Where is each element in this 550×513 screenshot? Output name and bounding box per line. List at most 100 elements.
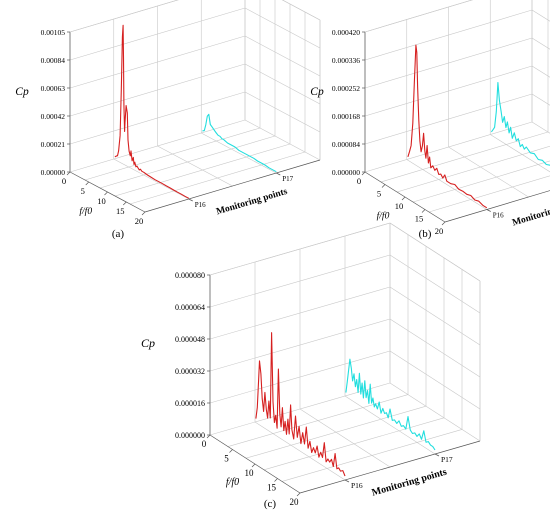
- panel-a-floor-gridline: [113, 158, 189, 200]
- panel-c-z-tick-label: 0.000064: [175, 303, 205, 312]
- panel-c-x-tick: [274, 478, 278, 482]
- panel-a-backwall-gridline: [244, 63, 321, 105]
- panel-a-x-tick-label: 0: [62, 176, 66, 186]
- panel-c-series-line-p17: [345, 358, 436, 451]
- panel-b-backwall-gridline: [532, 0, 550, 32]
- panel-b-z-tick-label: 0.000420: [332, 28, 360, 37]
- panel-b-y-tick: [486, 209, 491, 212]
- panel-a-series-line-p17: [202, 113, 277, 173]
- panel-b-x-tick-label: 20: [435, 226, 444, 236]
- panel-a-series-line-p16: [114, 24, 190, 199]
- panel-b-floor-gridline: [428, 175, 550, 213]
- panel-c-z-tick-label: 0.000080: [175, 271, 205, 280]
- panel-b-x-tick: [381, 184, 386, 188]
- panel-c-y-tick: [434, 453, 440, 457]
- panel-c-floor-gridline: [344, 395, 436, 455]
- panel-a-z-tick-label: 0.00042: [41, 112, 66, 121]
- panel-c-x-tick-label: 0: [202, 439, 207, 449]
- panel-c-x-tick: [296, 492, 301, 497]
- panel-c-series-line-p16: [255, 332, 346, 477]
- panel-c-x-tick: [229, 449, 233, 453]
- panel-c-x-axis-label: f/f0: [226, 477, 239, 488]
- panel-b-series-line-p16: [407, 44, 488, 209]
- panel-b-x-tick: [421, 209, 426, 213]
- panel-c-x-tick-label: 10: [245, 468, 255, 478]
- panel-c-backwall-gridline: [389, 318, 481, 378]
- panel-a-backwall-gridline: [244, 91, 321, 133]
- panel-b-x-axis-label: f/f0: [377, 211, 390, 222]
- panel-c-y-tick-label: P17: [441, 455, 453, 464]
- panel-a-y-axis: [144, 159, 321, 213]
- panel-b-y-axis: [444, 190, 550, 223]
- panel-c-x-tick-label: 5: [224, 454, 229, 464]
- panel-b-backwall-gridline: [531, 37, 550, 50]
- panel-a-x-axis-label: f/f0: [79, 206, 92, 217]
- panel-a-backwall-gridline: [244, 35, 321, 77]
- panel-b-x-tick-label: 0: [357, 176, 361, 186]
- panel-b-x-tick-label: 15: [415, 214, 424, 224]
- panel-b-chart: 0.000000 0.000084 0.000168 0.000252 0.000336…: [310, 0, 550, 236]
- panel-b-floor-gridline: [406, 159, 487, 210]
- panel-a-y-axis-label: Monitoring points: [215, 187, 289, 218]
- panel-a-x-tick-label: 5: [81, 186, 85, 196]
- panel-b-x-tick-label: 10: [395, 201, 404, 211]
- panel-b-floor-gridline: [396, 145, 550, 193]
- panel-c-backwall-gridline: [389, 382, 481, 442]
- panel-c-x-tick-label: 15: [267, 483, 277, 493]
- panel-c-y-tick: [344, 479, 350, 483]
- panel-b-floor-gridline: [490, 134, 550, 173]
- panel-b-floor-gridline: [412, 160, 550, 203]
- panel-a-box-edge: [281, 0, 321, 21]
- panel-a-x-tick-label: 10: [97, 196, 106, 206]
- panel-c-floor-gridline: [299, 408, 391, 468]
- panel-c-box-edge: [389, 222, 481, 282]
- panel-c-floor-gridline: [254, 421, 346, 481]
- panel-a-x-tick-label: 20: [135, 216, 144, 226]
- panel-a-y-tick: [188, 198, 193, 202]
- panel-a-x-tick: [104, 191, 108, 196]
- panel-c-z-tick-label: 0.000000: [175, 431, 205, 440]
- panel-a-floor-gridline: [201, 132, 277, 174]
- panel-a-floor-gridline: [157, 145, 233, 187]
- panel-c-backwall-gridline: [389, 254, 481, 314]
- panel-b-z-tick-label: 0.000336: [332, 56, 360, 65]
- panel-a-y-tick-label: P16: [195, 201, 206, 209]
- panel-c-z-tick-label: 0.000048: [175, 335, 205, 344]
- panel-a-chart: 0.00000 0.00021 0.00042 0.00063 0.00084 0.001…: [15, 0, 321, 226]
- panel-c-chart: 0.000000 0.000016 0.000032 0.000048 0.000064…: [141, 222, 481, 507]
- panel-b-x-tick: [361, 171, 366, 176]
- panel-a-x-tick: [85, 181, 89, 186]
- panel-c-x-tick: [206, 434, 211, 439]
- panel-a-x-tick: [66, 171, 71, 176]
- panel-a-z-tick-label: 0.00000: [41, 168, 66, 177]
- panel-c-box-edge: [209, 222, 391, 276]
- panel-b-backwall-gridline: [531, 93, 550, 106]
- panel-a-backwall-gridline: [244, 7, 321, 49]
- panel-a-z-tick-label: 0.00105: [41, 28, 66, 37]
- panel-a-backwall-gridline: [281, 0, 321, 21]
- panel-c-backwall-gridline: [389, 286, 481, 346]
- panel-a-x-tick-label: 15: [116, 206, 125, 216]
- panel-b-backwall-gridline: [531, 9, 550, 22]
- panel-a-y-tick: [276, 172, 281, 176]
- panel-c-y-axis: [299, 440, 481, 494]
- panel-a-backwall-gridline: [244, 119, 321, 161]
- panel-b-label: (b): [419, 228, 432, 240]
- panel-b-floor-gridline: [448, 146, 529, 198]
- panel-c-label: (c): [264, 498, 277, 510]
- panel-b-box-edge: [364, 0, 473, 33]
- panel-a-z-tick-label: 0.00063: [41, 84, 66, 93]
- panel-a-label: (a): [112, 228, 125, 240]
- panel-b-z-tick-label: 0.000084: [332, 140, 360, 149]
- panel-b-x-tick-label: 5: [377, 189, 381, 199]
- panel-b-x-tick: [441, 221, 446, 226]
- panel-c-x-tick: [251, 463, 256, 468]
- panel-c-z-tick-label: 0.000032: [175, 367, 205, 376]
- panel-b-y-tick-label: P16: [493, 212, 504, 220]
- panel-a-x-tick: [141, 211, 146, 216]
- panel-c-y-tick-label: P16: [351, 481, 363, 490]
- panel-b-z-tick-label: 0.000168: [332, 112, 360, 121]
- panel-b-y-axis-label: Monitoring points: [511, 198, 550, 229]
- panel-c-x-tick-label: 20: [290, 497, 300, 507]
- panel-b-z-tick-label: 0.000252: [332, 84, 360, 93]
